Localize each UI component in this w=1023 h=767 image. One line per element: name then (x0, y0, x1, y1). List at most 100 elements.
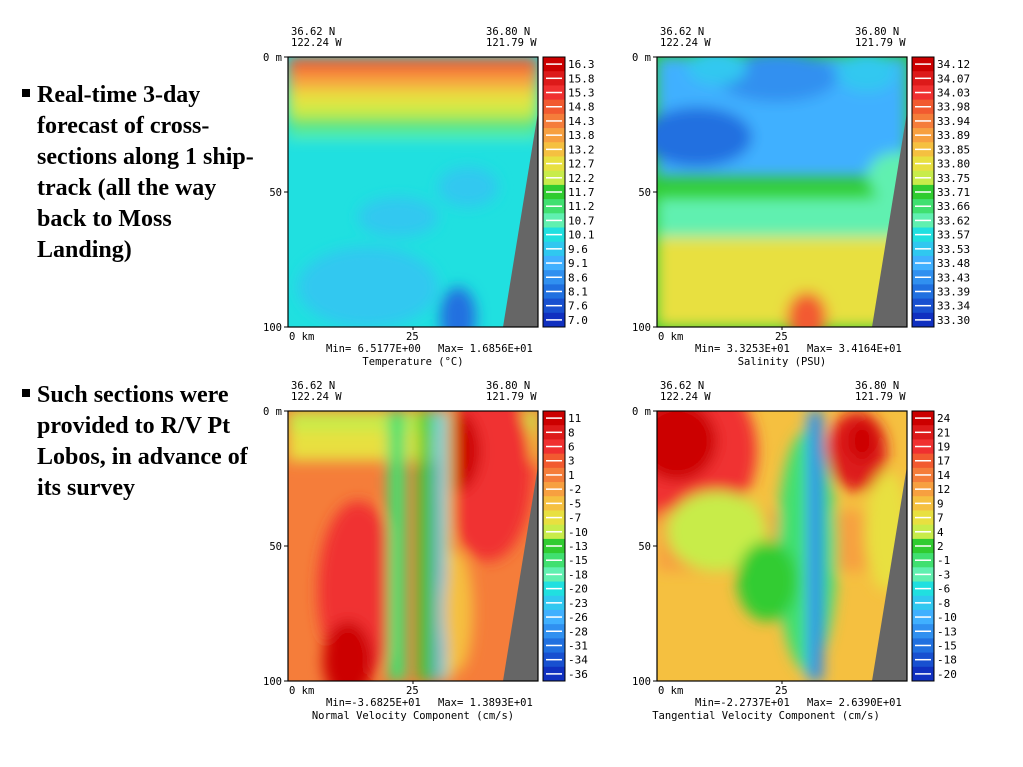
colorbar-label: 33.34 (937, 300, 970, 313)
bullet-square-icon (22, 89, 30, 97)
colorbar-frame (911, 56, 935, 328)
y-tick-label: 0 m (632, 406, 651, 418)
bullet-square-icon (22, 389, 30, 397)
colorbar-label: 10.1 (568, 229, 595, 242)
min-label: Min=-3.6825E+01 (326, 697, 421, 709)
heatmap-field (657, 411, 907, 681)
colorbar-label: -28 (568, 625, 588, 638)
heatmap-band (657, 237, 907, 327)
colorbar-label: 14.3 (568, 115, 595, 128)
x-tick-label: 25 (775, 331, 788, 343)
colorbar-label: 34.03 (937, 87, 970, 100)
x-axis-title: Salinity (PSU) (738, 356, 827, 368)
colorbar-label: 6 (568, 441, 575, 454)
bullet-text: Such sections were provided to R/V Pt Lo… (37, 382, 248, 501)
colorbar: 16.315.8 15.314.814.313.813.2 12.712.211.7… (542, 56, 595, 328)
colorbar-label: 9 (937, 497, 944, 510)
colorbar-frame (911, 410, 935, 682)
colorbar-label: 33.94 (937, 115, 970, 128)
colorbar-label: 33.30 (937, 314, 970, 327)
corner-lon-left: 122.24 W (291, 37, 342, 49)
y-tick-label: 100 (632, 676, 651, 688)
heatmap-band (288, 105, 538, 123)
colorbar-label: -36 (568, 668, 588, 681)
colorbar-label: -18 (568, 568, 588, 581)
colorbar-label: -26 (568, 611, 588, 624)
heatmap-band (288, 72, 538, 92)
colorbar-label: -7 (568, 512, 581, 525)
colorbar-label: 12 (937, 483, 950, 496)
colorbar-label: 33.53 (937, 243, 970, 256)
bullet-text: Real-time 3-day forecast of cross-sectio… (37, 82, 254, 263)
heatmap-band (288, 57, 538, 75)
min-label: Min= 3.3253E+01 (695, 343, 790, 355)
corner-lat-right: 36.80 N (486, 380, 530, 392)
colorbar-label: 9.1 (568, 257, 588, 270)
max-label: Max= 3.4164E+01 (807, 343, 902, 355)
heatmap-blob (440, 287, 476, 327)
colorbar-label: -23 (568, 597, 588, 610)
colorbar-label: 33.85 (937, 143, 970, 156)
colorbar-label: -5 (568, 497, 581, 510)
colorbar-label: 8.1 (568, 285, 588, 298)
y-tick-label: 100 (632, 322, 651, 334)
corner-lat-left: 36.62 N (291, 26, 335, 38)
colorbar-label: 12.2 (568, 172, 595, 185)
x-axis-title: Temperature (°C) (362, 356, 463, 368)
corner-lon-right: 121.79 W (855, 391, 906, 403)
heatmap-field (657, 57, 907, 327)
colorbar-label: 33.75 (937, 172, 970, 185)
corner-lat-right: 36.80 N (855, 26, 899, 38)
x-axis-title: Tangential Velocity Component (cm/s) (652, 710, 880, 722)
heatmap-blob (323, 621, 373, 681)
colorbar-label: 13.2 (568, 143, 595, 156)
corner-lat-right: 36.80 N (486, 26, 530, 38)
corner-lat-left: 36.62 N (660, 380, 704, 392)
colorbar-label: 33.62 (937, 214, 970, 227)
corner-lon-right: 121.79 W (855, 37, 906, 49)
heatmap-blob (687, 57, 747, 85)
y-tick-label: 100 (263, 676, 282, 688)
heatmap-blob (787, 292, 827, 327)
heatmap-blob (667, 491, 767, 571)
y-tick-label: 50 (269, 187, 282, 199)
colorbar-label: 7 (937, 512, 944, 525)
colorbar-label: 33.43 (937, 271, 970, 284)
colorbar-label: -6 (937, 583, 950, 596)
heatmap-field (288, 57, 538, 327)
colorbar-label: -20 (937, 668, 957, 681)
y-tick-label: 0 m (632, 52, 651, 64)
colorbar-frame (542, 56, 566, 328)
colorbar-label: 14.8 (568, 101, 595, 114)
colorbar-label: 24 (937, 412, 951, 425)
corner-lon-left: 122.24 W (660, 391, 711, 403)
colorbar-label: -34 (568, 654, 588, 667)
colorbar-label: 15.3 (568, 87, 595, 100)
colorbar-label: -3 (937, 568, 950, 581)
seafloor-wedge (872, 466, 907, 681)
corner-lat-left: 36.62 N (291, 380, 335, 392)
colorbar-frame (542, 410, 566, 682)
heatmap-blob (298, 247, 438, 327)
colorbar-label: 33.71 (937, 186, 970, 199)
y-tick-label: 100 (263, 322, 282, 334)
x-tick-label: 0 km (658, 685, 683, 697)
heatmap-blob (443, 551, 473, 671)
heatmap-blob (657, 107, 752, 167)
heatmap-band (288, 129, 538, 139)
colorbar-label: -10 (568, 526, 588, 539)
colorbar-label: 11.2 (568, 200, 595, 213)
colorbar-label: 7.0 (568, 314, 588, 327)
colorbar-label: 34.07 (937, 72, 970, 85)
bullet-item-1: Real-time 3-day forecast of cross-sectio… (22, 80, 262, 266)
y-tick-label: 0 m (263, 406, 282, 418)
colorbar-label: 8.6 (568, 271, 588, 284)
colorbar-label: 1 (568, 469, 575, 482)
heatmap-field (288, 411, 538, 681)
colorbar-label: 19 (937, 441, 950, 454)
colorbar-label: -13 (568, 540, 588, 553)
